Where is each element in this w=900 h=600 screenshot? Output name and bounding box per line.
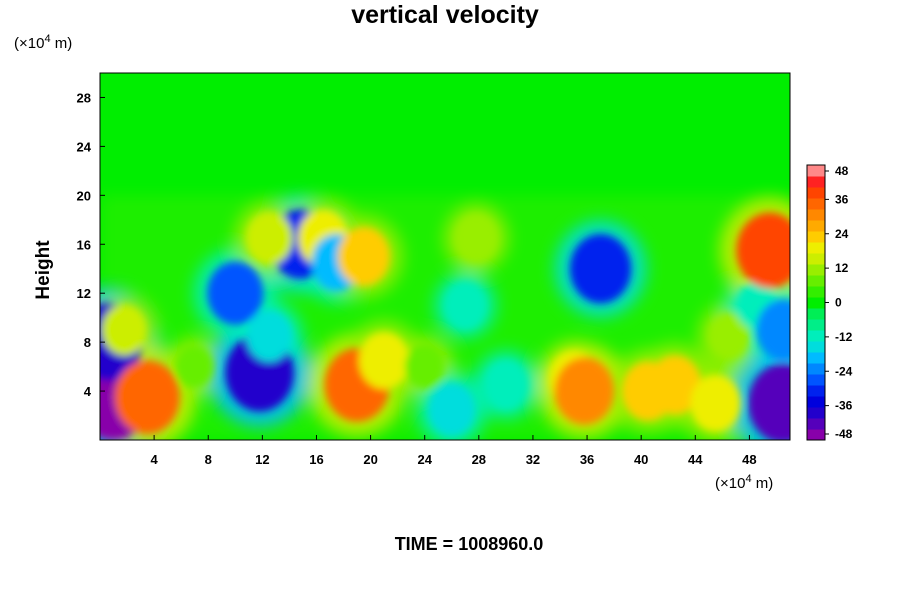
feature-core	[484, 360, 528, 410]
feature-core	[428, 382, 476, 436]
x-unit-exponent: 4	[745, 473, 751, 485]
feature-core	[569, 234, 632, 304]
colorbar-segment	[807, 242, 825, 254]
feature-core	[736, 212, 790, 289]
y-unit-suffix: m)	[51, 35, 73, 52]
x-tick-label: 44	[688, 452, 703, 467]
colorbar-segment	[807, 176, 825, 188]
feature-core	[207, 261, 264, 325]
colorbar-segment	[807, 418, 825, 430]
y-axis-ticks: 4 8 12 16 20 24 28	[77, 90, 105, 399]
colorbar-segment	[807, 330, 825, 342]
y-tick-label: 28	[77, 90, 91, 105]
chart-title: vertical velocity	[351, 1, 539, 29]
feature-core	[444, 281, 487, 329]
colorbar-segment	[807, 231, 825, 243]
x-tick-label: 20	[363, 452, 377, 467]
x-tick-label: 36	[580, 452, 594, 467]
feature-core	[114, 360, 180, 434]
colorbar-segment	[807, 396, 825, 408]
colorbar-segment	[807, 407, 825, 419]
feature-core	[554, 357, 615, 425]
x-axis-unit: (×104 m)	[715, 473, 773, 492]
x-tick-label: 32	[526, 452, 540, 467]
feature-core	[756, 299, 790, 361]
y-tick-label: 4	[84, 384, 92, 399]
colorbar-segment	[807, 352, 825, 364]
feature-core	[101, 304, 147, 356]
y-axis-unit: (×104 m)	[14, 33, 72, 52]
colorbar-tick-label: -12	[835, 330, 853, 344]
colorbar-tick-label: 24	[835, 227, 849, 241]
feature-core	[690, 374, 741, 432]
colorbar-segment	[807, 264, 825, 276]
colorbar	[806, 164, 826, 441]
feature-core	[404, 344, 445, 390]
colorbar-segment	[807, 319, 825, 331]
colorbar-segment	[807, 165, 825, 177]
colorbar-tick-label: 48	[835, 164, 849, 178]
time-value: 1008960.0	[458, 534, 543, 554]
feature-core	[748, 363, 790, 440]
x-axis-ticks: 4 8 12 16 20 24 28 32 36 40 44 48	[151, 435, 757, 467]
x-tick-label: 48	[742, 452, 756, 467]
time-label: TIME =	[395, 534, 454, 554]
colorbar-segment	[807, 253, 825, 265]
x-tick-label: 16	[309, 452, 323, 467]
feature-core	[358, 331, 410, 390]
y-tick-label: 20	[77, 188, 91, 203]
colorbar-segment	[807, 429, 825, 441]
x-tick-label: 12	[255, 452, 269, 467]
colorbar-segment	[807, 209, 825, 221]
velocity-features-core	[100, 209, 790, 440]
colorbar-segment	[807, 363, 825, 375]
x-tick-label: 40	[634, 452, 648, 467]
feature-core	[245, 211, 293, 265]
colorbar-segment	[807, 341, 825, 353]
colorbar-segment	[807, 275, 825, 287]
feature-core	[337, 226, 390, 287]
y-axis-label: Height	[33, 240, 54, 300]
colorbar-tick-label: -24	[835, 364, 853, 378]
feature-core	[175, 345, 214, 389]
feature-core	[708, 312, 750, 360]
y-unit-exponent: 4	[44, 33, 50, 45]
x-unit-prefix: (×10	[715, 475, 745, 492]
x-tick-label: 8	[205, 452, 212, 467]
plot-frame	[99, 72, 791, 441]
colorbar-segment	[807, 286, 825, 298]
colorbar-segment	[807, 385, 825, 397]
colorbar-segment	[807, 374, 825, 386]
feature-core	[454, 213, 498, 263]
y-tick-label: 24	[77, 139, 92, 154]
y-tick-label: 8	[84, 335, 91, 350]
time-readout: TIME = 1008960.0	[395, 534, 544, 554]
feature-core	[246, 310, 292, 362]
y-unit-prefix: (×10	[14, 35, 44, 52]
colorbar-segment	[807, 187, 825, 199]
colorbar-segment	[807, 220, 825, 232]
x-tick-label: 4	[151, 452, 159, 467]
feature-core	[648, 355, 702, 415]
y-tick-label: 12	[77, 286, 91, 301]
colorbar-tick-label: -36	[835, 399, 853, 413]
colorbar-segment	[807, 308, 825, 320]
colorbar-segment	[807, 297, 825, 309]
colorbar-tick-label: -48	[835, 427, 853, 441]
y-tick-label: 16	[77, 237, 91, 252]
colorbar-tick-label: 36	[835, 192, 849, 206]
x-tick-label: 24	[417, 452, 432, 467]
colorbar-tick-label: 0	[835, 296, 842, 310]
colorbar-tick-label: 12	[835, 261, 849, 275]
plot-area	[100, 73, 790, 440]
colorbar-ticks: 48 36 24 12 0 -12 -24 -36 -48	[825, 164, 853, 441]
colorbar-segment	[807, 198, 825, 210]
x-tick-label: 28	[472, 452, 486, 467]
x-unit-suffix: m)	[752, 475, 774, 492]
